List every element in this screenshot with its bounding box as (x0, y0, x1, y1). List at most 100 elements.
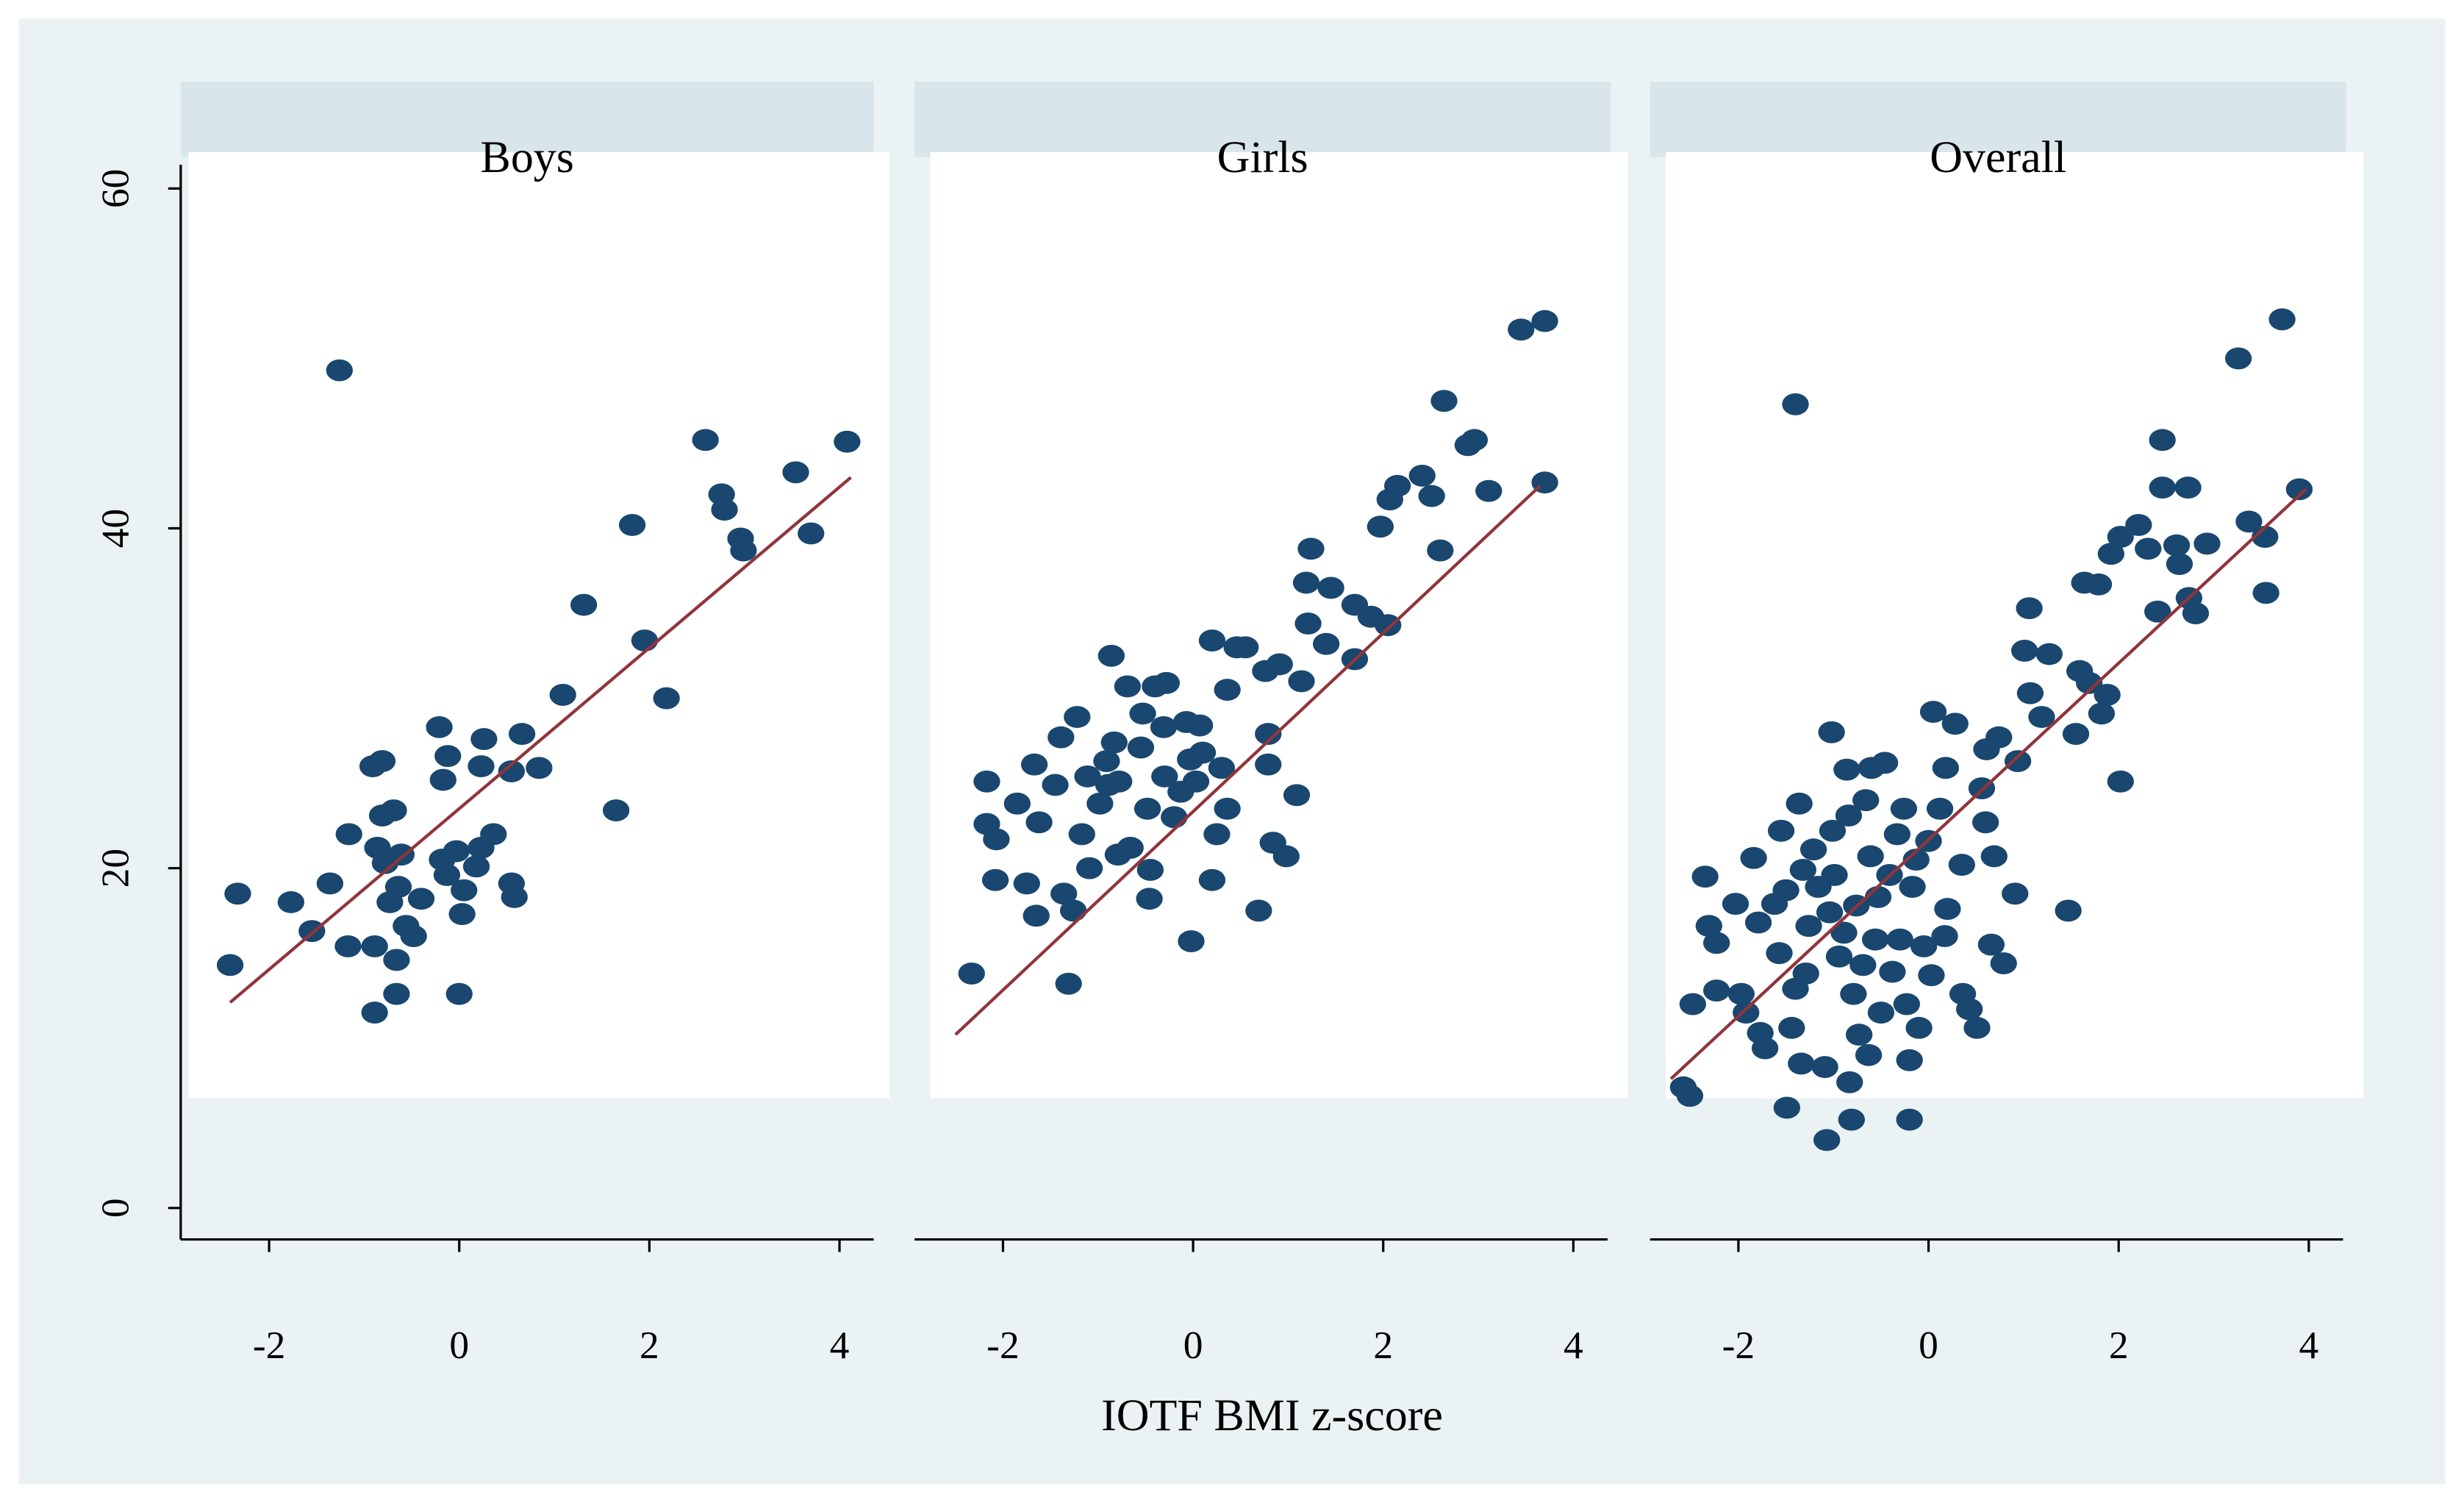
point (602, 799, 630, 822)
point (1883, 823, 1911, 846)
point (2252, 582, 2279, 604)
point (1086, 792, 1114, 815)
point (451, 879, 478, 902)
point (1297, 538, 1325, 560)
point (1133, 797, 1161, 820)
point (2016, 682, 2044, 704)
point (1795, 915, 1822, 938)
point (2149, 429, 2176, 451)
x-tick-label: 2 (640, 1323, 659, 1367)
point (2088, 702, 2116, 725)
point (1208, 757, 1236, 779)
fit-line (954, 485, 1541, 1036)
fit-line (229, 476, 852, 1004)
point (1836, 1071, 1863, 1093)
point (1127, 736, 1155, 759)
point (1990, 952, 2017, 974)
point (549, 684, 576, 706)
point (1075, 857, 1103, 879)
point (1852, 789, 1880, 812)
point (1150, 715, 1178, 738)
point (1955, 998, 1983, 1021)
point (1773, 1096, 1801, 1119)
point (335, 823, 362, 846)
point (1740, 846, 1767, 869)
point (1772, 879, 1799, 902)
point (434, 745, 462, 768)
x-tick-label: 0 (1183, 1323, 1203, 1367)
point (1418, 485, 1445, 507)
point (1129, 702, 1156, 725)
point (1182, 770, 1210, 793)
point (1375, 614, 1402, 637)
fit-line (1669, 488, 2307, 1080)
point (1948, 854, 1975, 876)
point (1767, 819, 1795, 842)
point (1050, 882, 1078, 905)
point (2062, 723, 2090, 746)
point (1788, 1052, 1815, 1075)
point (1905, 1016, 1933, 1039)
point (1292, 571, 1320, 594)
point (1312, 632, 1340, 655)
plot-area (930, 151, 1628, 1099)
point (798, 522, 825, 545)
point (1214, 679, 1241, 701)
point (1899, 876, 1926, 899)
point (1893, 993, 1920, 1015)
point (631, 629, 659, 651)
point (1198, 629, 1226, 651)
point (1811, 1056, 1838, 1078)
point (730, 539, 757, 562)
point (1136, 859, 1164, 881)
point (1232, 636, 1259, 659)
point (1840, 982, 1867, 1005)
point (1845, 1024, 1873, 1046)
point (1691, 865, 1719, 888)
point (2285, 478, 2313, 501)
point (958, 962, 985, 985)
point (570, 593, 598, 616)
point (2010, 639, 2038, 662)
point (2224, 347, 2252, 370)
point (1838, 1108, 1865, 1131)
point (383, 982, 410, 1005)
point (2094, 684, 2121, 706)
point (1818, 721, 1845, 743)
point (1830, 921, 1858, 944)
point (692, 429, 719, 451)
point (1059, 899, 1087, 922)
point (429, 768, 456, 791)
point (1890, 797, 1918, 820)
point (653, 687, 680, 710)
point (368, 750, 396, 773)
point (1971, 811, 1999, 834)
point (2268, 308, 2296, 331)
point (2107, 770, 2134, 793)
point (2035, 643, 2063, 665)
x-tick-label: -2 (253, 1323, 286, 1367)
point (2028, 706, 2055, 728)
point (1245, 899, 1272, 922)
point (1203, 823, 1231, 846)
point (508, 723, 536, 746)
point (1702, 979, 1730, 1002)
point (2125, 513, 2152, 536)
panel-header (914, 81, 1611, 157)
point (1941, 713, 1969, 735)
point (1430, 390, 1458, 413)
point (834, 430, 861, 453)
point (1106, 770, 1133, 793)
point (1097, 644, 1125, 667)
point (1068, 823, 1095, 846)
point (462, 855, 490, 878)
point (407, 888, 435, 910)
point (1816, 901, 1844, 924)
y-tick-label: 20 (93, 849, 137, 888)
point (468, 755, 495, 777)
point (1789, 859, 1817, 881)
point (1064, 706, 1091, 728)
plot-area (1666, 151, 2364, 1099)
